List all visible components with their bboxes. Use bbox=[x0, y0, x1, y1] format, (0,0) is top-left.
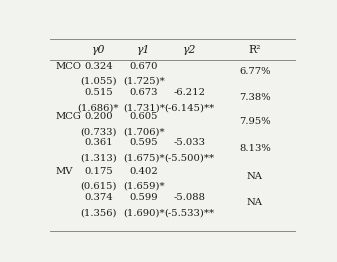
Text: 7.38%: 7.38% bbox=[239, 93, 271, 102]
Text: γ0: γ0 bbox=[92, 45, 105, 54]
Text: 0.324: 0.324 bbox=[84, 62, 113, 71]
Text: (1.731)*: (1.731)* bbox=[123, 103, 165, 112]
Text: R²: R² bbox=[249, 45, 261, 54]
Text: (1.725)*: (1.725)* bbox=[123, 77, 165, 86]
Text: -6.212: -6.212 bbox=[174, 88, 206, 97]
Text: γ1: γ1 bbox=[137, 45, 151, 54]
Text: 0.605: 0.605 bbox=[130, 112, 158, 121]
Text: (1.690)*: (1.690)* bbox=[123, 208, 165, 217]
Text: NA: NA bbox=[247, 172, 263, 181]
Text: (0.615): (0.615) bbox=[80, 182, 117, 191]
Text: 8.13%: 8.13% bbox=[239, 144, 271, 153]
Text: (1.659)*: (1.659)* bbox=[123, 182, 165, 191]
Text: (1.686)*: (1.686)* bbox=[78, 103, 119, 112]
Text: 0.673: 0.673 bbox=[130, 88, 158, 97]
Text: (-5.500)**: (-5.500)** bbox=[165, 154, 215, 163]
Text: NA: NA bbox=[247, 198, 263, 207]
Text: 0.599: 0.599 bbox=[130, 193, 158, 202]
Text: (1.356): (1.356) bbox=[80, 208, 117, 217]
Text: 6.77%: 6.77% bbox=[239, 67, 271, 76]
Text: 0.402: 0.402 bbox=[130, 167, 158, 176]
Text: (-5.533)**: (-5.533)** bbox=[165, 208, 215, 217]
Text: 7.95%: 7.95% bbox=[239, 117, 271, 127]
Text: γ2: γ2 bbox=[183, 45, 196, 54]
Text: 0.200: 0.200 bbox=[84, 112, 113, 121]
Text: (-6.145)**: (-6.145)** bbox=[164, 103, 215, 112]
Text: 0.374: 0.374 bbox=[84, 193, 113, 202]
Text: -5.088: -5.088 bbox=[174, 193, 206, 202]
Text: MCG: MCG bbox=[55, 112, 81, 121]
Text: (1.675)*: (1.675)* bbox=[123, 154, 165, 163]
Text: MCO: MCO bbox=[55, 62, 81, 71]
Text: -5.033: -5.033 bbox=[174, 138, 206, 147]
Text: 0.175: 0.175 bbox=[84, 167, 113, 176]
Text: (1.313): (1.313) bbox=[80, 154, 117, 163]
Text: MV: MV bbox=[55, 167, 73, 176]
Text: (1.055): (1.055) bbox=[80, 77, 117, 86]
Text: 0.361: 0.361 bbox=[84, 138, 113, 147]
Text: (1.706)*: (1.706)* bbox=[123, 127, 165, 137]
Text: 0.595: 0.595 bbox=[130, 138, 158, 147]
Text: 0.670: 0.670 bbox=[130, 62, 158, 71]
Text: (0.733): (0.733) bbox=[80, 127, 117, 137]
Text: 0.515: 0.515 bbox=[84, 88, 113, 97]
